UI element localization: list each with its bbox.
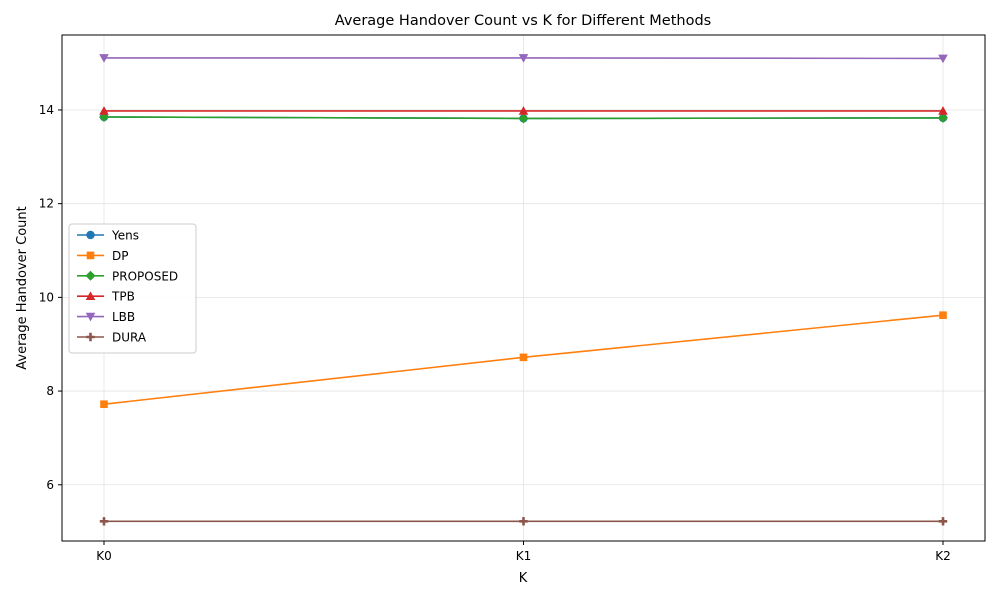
- data-point-dura: [938, 517, 948, 526]
- data-point-dura: [519, 517, 528, 526]
- data-point-lbb: [938, 54, 948, 64]
- legend-label: TPB: [111, 290, 135, 304]
- legend-label: DURA: [112, 331, 147, 345]
- data-point-dura: [99, 517, 109, 526]
- legend-marker: [85, 312, 96, 322]
- x-tick-label: K2: [935, 549, 951, 563]
- x-tick-label: K1: [516, 549, 532, 563]
- x-axis: K0 K1 K2: [96, 541, 951, 563]
- data-point-lbb: [518, 54, 529, 63]
- legend-marker: [86, 251, 95, 260]
- data-point-dp: [519, 353, 528, 362]
- y-tick-label: 6: [46, 478, 54, 492]
- legend-box: [68, 223, 197, 354]
- legend-item-proposed: PROPOSED: [77, 269, 178, 283]
- data-point-proposed: [938, 112, 948, 123]
- legend-label: PROPOSED: [112, 269, 178, 283]
- data-point-lbb: [99, 54, 109, 63]
- data-point-dp: [100, 400, 108, 408]
- data-point-dp: [939, 311, 947, 319]
- y-tick-label: 10: [39, 290, 54, 304]
- series-dura: [99, 517, 948, 526]
- series-tpb: [99, 106, 948, 115]
- legend-label: Yens: [111, 229, 139, 243]
- legend-marker: [86, 332, 95, 342]
- x-axis-label: K: [519, 571, 528, 586]
- legend-label: DP: [112, 249, 128, 263]
- data-point-tpb: [938, 106, 948, 115]
- data-point-proposed: [518, 113, 529, 124]
- legend-item-tpb: TPB: [77, 290, 135, 304]
- legend-marker: [86, 230, 95, 240]
- y-tick-label: 8: [46, 384, 54, 398]
- data-point-tpb: [99, 106, 109, 115]
- legend-marker: [85, 291, 96, 301]
- legend: Yens DP PROPOSED TPB LBB DURA: [68, 223, 197, 354]
- series-dp: [100, 311, 947, 408]
- y-axis-label: Average Handover Count: [15, 206, 30, 369]
- y-tick-label: 14: [39, 103, 54, 117]
- x-tick-label: K0: [96, 549, 112, 563]
- chart-title: Average Handover Count vs K for Differen…: [335, 13, 711, 29]
- series-layer: [99, 54, 948, 526]
- legend-item-yens: Yens: [77, 229, 139, 243]
- legend-label: LBB: [112, 310, 135, 324]
- legend-item-dp: DP: [77, 249, 128, 263]
- y-tick-label: 12: [39, 197, 54, 211]
- data-point-tpb: [518, 106, 529, 115]
- legend-marker: [85, 270, 96, 281]
- series-lbb: [99, 54, 948, 64]
- series-proposed: [99, 111, 948, 124]
- y-axis: 6 8 10 12 14: [39, 103, 62, 492]
- legend-item-dura: DURA: [77, 331, 147, 345]
- legend-item-lbb: LBB: [77, 310, 135, 324]
